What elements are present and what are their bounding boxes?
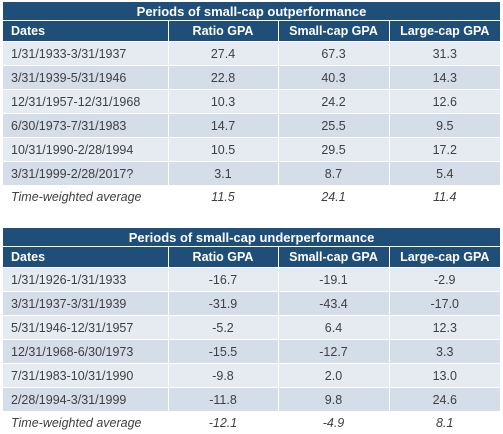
cell-dates: 10/31/1990-2/28/1994	[3, 138, 168, 162]
table-row: 10/31/1990-2/28/1994 10.5 29.5 17.2	[3, 138, 500, 162]
column-header-small-cap-gpa: Small-cap GPA	[278, 21, 389, 42]
table-row: 6/30/1973-7/31/1983 14.7 25.5 9.5	[3, 114, 500, 138]
cell-dates: 1/31/1926-1/31/1933	[3, 268, 168, 292]
cell-large-cap-gpa: 31.3	[389, 42, 500, 66]
cell-ratio-gpa: 10.3	[168, 90, 278, 114]
column-header-large-cap-gpa: Large-cap GPA	[389, 21, 500, 42]
column-header-dates: Dates	[3, 247, 168, 268]
table-row: 12/31/1957-12/31/1968 10.3 24.2 12.6	[3, 90, 500, 114]
summary-ratio-gpa: -12.1	[168, 412, 278, 434]
table-row: 3/31/1999-2/28/2017? 3.1 8.7 5.4	[3, 162, 500, 186]
cell-large-cap-gpa: 12.6	[389, 90, 500, 114]
underperformance-table: Periods of small-cap underperformance Da…	[3, 228, 500, 434]
table-row: 7/31/1983-10/31/1990 -9.8 2.0 13.0	[3, 364, 500, 388]
summary-ratio-gpa: 11.5	[168, 186, 278, 209]
cell-large-cap-gpa: 14.3	[389, 66, 500, 90]
table-row: 12/31/1968-6/30/1973 -15.5 -12.7 3.3	[3, 340, 500, 364]
column-header-row: Dates Ratio GPA Small-cap GPA Large-cap …	[3, 21, 500, 42]
summary-label: Time-weighted average	[3, 412, 168, 434]
table-row: 5/31/1946-12/31/1957 -5.2 6.4 12.3	[3, 316, 500, 340]
cell-small-cap-gpa: 40.3	[278, 66, 389, 90]
cell-dates: 3/31/1939-5/31/1946	[3, 66, 168, 90]
cell-small-cap-gpa: -19.1	[278, 268, 389, 292]
cell-large-cap-gpa: 5.4	[389, 162, 500, 186]
table-row: 1/31/1926-1/31/1933 -16.7 -19.1 -2.9	[3, 268, 500, 292]
column-header-row: Dates Ratio GPA Small-cap GPA Large-cap …	[3, 247, 500, 268]
table-row: 3/31/1939-5/31/1946 22.8 40.3 14.3	[3, 66, 500, 90]
cell-large-cap-gpa: 13.0	[389, 364, 500, 388]
cell-ratio-gpa: -5.2	[168, 316, 278, 340]
cell-small-cap-gpa: 29.5	[278, 138, 389, 162]
cell-dates: 2/28/1994-3/31/1999	[3, 388, 168, 412]
table-row: 2/28/1994-3/31/1999 -11.8 9.8 24.6	[3, 388, 500, 412]
cell-large-cap-gpa: 17.2	[389, 138, 500, 162]
cell-ratio-gpa: 14.7	[168, 114, 278, 138]
summary-row: Time-weighted average -12.1 -4.9 8.1	[3, 412, 500, 434]
summary-large-cap-gpa: 8.1	[389, 412, 500, 434]
cell-ratio-gpa: 3.1	[168, 162, 278, 186]
cell-ratio-gpa: -15.5	[168, 340, 278, 364]
cell-small-cap-gpa: 25.5	[278, 114, 389, 138]
summary-small-cap-gpa: 24.1	[278, 186, 389, 209]
cell-large-cap-gpa: 9.5	[389, 114, 500, 138]
cell-dates: 12/31/1957-12/31/1968	[3, 90, 168, 114]
cell-small-cap-gpa: 2.0	[278, 364, 389, 388]
cell-small-cap-gpa: -43.4	[278, 292, 389, 316]
table-spacer	[3, 208, 500, 228]
cell-ratio-gpa: 10.5	[168, 138, 278, 162]
cell-ratio-gpa: -9.8	[168, 364, 278, 388]
summary-label: Time-weighted average	[3, 186, 168, 209]
cell-dates: 6/30/1973-7/31/1983	[3, 114, 168, 138]
column-header-small-cap-gpa: Small-cap GPA	[278, 247, 389, 268]
cell-small-cap-gpa: 8.7	[278, 162, 389, 186]
table-title: Periods of small-cap outperformance	[3, 2, 500, 21]
outperformance-table: Periods of small-cap outperformance Date…	[3, 2, 500, 208]
table-title-row: Periods of small-cap outperformance	[3, 2, 500, 21]
cell-large-cap-gpa: 24.6	[389, 388, 500, 412]
column-header-ratio-gpa: Ratio GPA	[168, 247, 278, 268]
cell-large-cap-gpa: -2.9	[389, 268, 500, 292]
cell-large-cap-gpa: 3.3	[389, 340, 500, 364]
column-header-ratio-gpa: Ratio GPA	[168, 21, 278, 42]
cell-dates: 7/31/1983-10/31/1990	[3, 364, 168, 388]
cell-small-cap-gpa: -12.7	[278, 340, 389, 364]
column-header-large-cap-gpa: Large-cap GPA	[389, 247, 500, 268]
cell-ratio-gpa: -11.8	[168, 388, 278, 412]
table-row: 3/31/1937-3/31/1939 -31.9 -43.4 -17.0	[3, 292, 500, 316]
cell-small-cap-gpa: 67.3	[278, 42, 389, 66]
cell-ratio-gpa: 22.8	[168, 66, 278, 90]
cell-dates: 5/31/1946-12/31/1957	[3, 316, 168, 340]
summary-large-cap-gpa: 11.4	[389, 186, 500, 209]
cell-small-cap-gpa: 6.4	[278, 316, 389, 340]
cell-ratio-gpa: -16.7	[168, 268, 278, 292]
cell-large-cap-gpa: -17.0	[389, 292, 500, 316]
summary-small-cap-gpa: -4.9	[278, 412, 389, 434]
table-row: 1/31/1933-3/31/1937 27.4 67.3 31.3	[3, 42, 500, 66]
cell-dates: 12/31/1968-6/30/1973	[3, 340, 168, 364]
summary-row: Time-weighted average 11.5 24.1 11.4	[3, 186, 500, 209]
cell-dates: 1/31/1933-3/31/1937	[3, 42, 168, 66]
cell-dates: 3/31/1999-2/28/2017?	[3, 162, 168, 186]
table-title-row: Periods of small-cap underperformance	[3, 228, 500, 247]
cell-ratio-gpa: -31.9	[168, 292, 278, 316]
column-header-dates: Dates	[3, 21, 168, 42]
cell-ratio-gpa: 27.4	[168, 42, 278, 66]
cell-small-cap-gpa: 9.8	[278, 388, 389, 412]
cell-large-cap-gpa: 12.3	[389, 316, 500, 340]
table-title: Periods of small-cap underperformance	[3, 228, 500, 247]
cell-small-cap-gpa: 24.2	[278, 90, 389, 114]
cell-dates: 3/31/1937-3/31/1939	[3, 292, 168, 316]
